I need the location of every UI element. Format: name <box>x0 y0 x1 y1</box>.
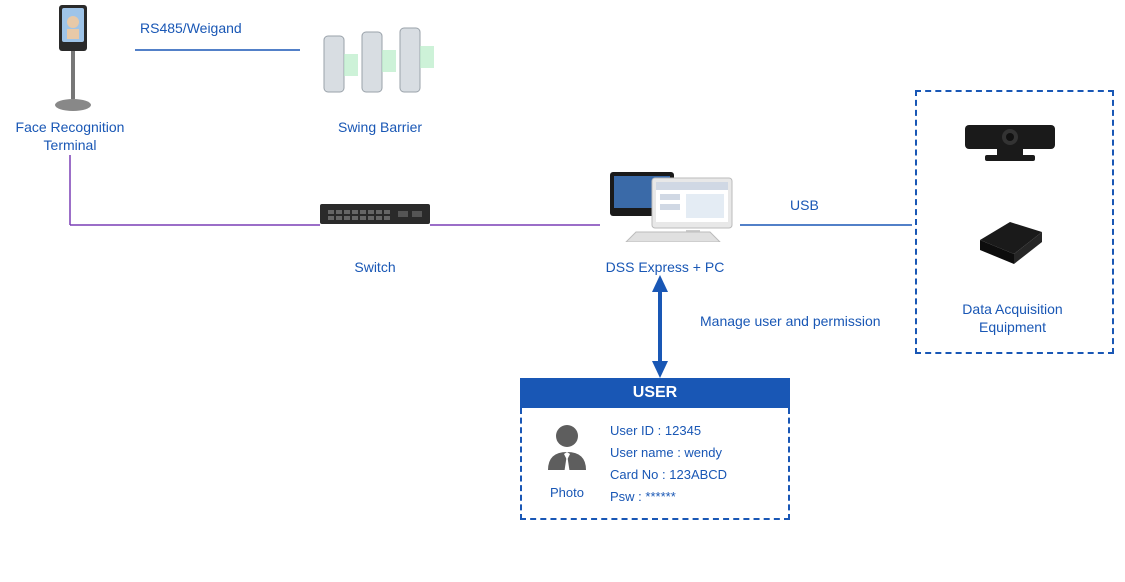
switch-icon <box>320 198 430 230</box>
manage-edge-label: Manage user and permission <box>700 313 881 329</box>
user-fields: User ID : 12345 User name : wendy Card N… <box>602 420 778 508</box>
face-terminal-icon <box>45 5 100 115</box>
swing-barrier-icon <box>320 18 440 98</box>
dss-pc-label: DSS Express + PC <box>585 258 745 276</box>
switch-label: Switch <box>345 258 405 276</box>
webcam-icon <box>955 115 1065 170</box>
dss-pc-icon <box>600 170 740 242</box>
user-photo-icon <box>542 420 592 476</box>
user-photo-label: Photo <box>532 485 602 500</box>
user-card: USER Photo User ID : 12345 User name : w… <box>520 378 790 520</box>
data-acquisition-label: Data AcquisitionEquipment <box>930 300 1095 336</box>
card-reader-icon <box>970 210 1050 270</box>
face-terminal-label: Face RecognitionTerminal <box>0 118 140 154</box>
user-card-title: USER <box>520 378 790 408</box>
rs485-edge-label: RS485/Weigand <box>140 20 242 36</box>
usb-edge-label: USB <box>790 197 819 213</box>
swing-barrier-label: Swing Barrier <box>330 118 430 136</box>
